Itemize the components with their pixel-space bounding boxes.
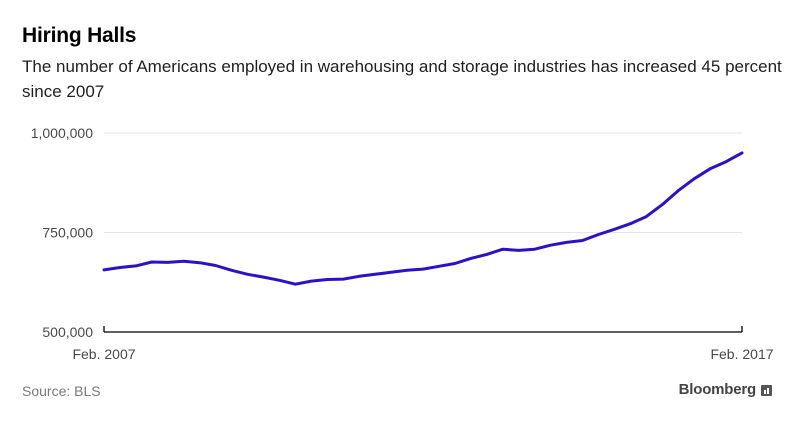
- brand-name: Bloomberg: [678, 381, 757, 398]
- y-tick-label: 750,000: [42, 225, 93, 241]
- brand-logo: Bloomberg: [679, 381, 772, 398]
- y-tick-label: 500,000: [42, 324, 93, 340]
- bar-chart-icon: [761, 385, 772, 396]
- chart-title: Hiring Halls: [22, 24, 137, 47]
- source-note: Source: BLS: [22, 383, 101, 399]
- x-tick-label: Feb. 2017: [710, 346, 773, 362]
- series-line: [102, 151, 744, 286]
- y-tick-label: 1,000,000: [31, 125, 93, 141]
- x-tick-label: Feb. 2007: [72, 346, 135, 362]
- chart-subtitle: The number of Americans employed in ware…: [22, 57, 782, 101]
